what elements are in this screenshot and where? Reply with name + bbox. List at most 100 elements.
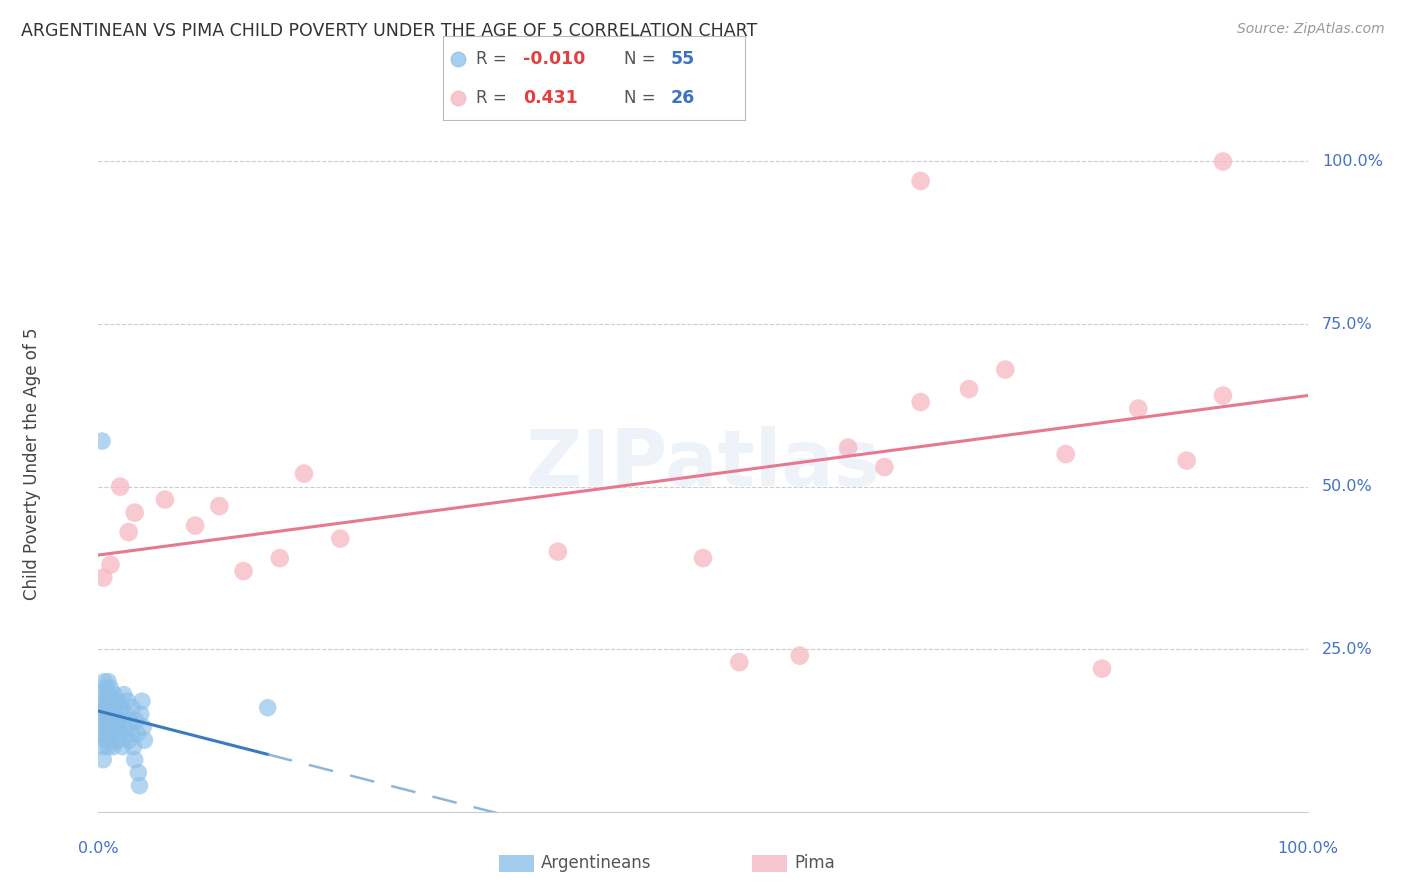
Point: [120, 727, 142, 741]
Text: Source: ZipAtlas.com: Source: ZipAtlas.com: [1237, 22, 1385, 37]
Text: 50.0%: 50.0%: [1322, 479, 1372, 494]
Point: [153, 492, 176, 507]
Point: [118, 733, 141, 747]
Point: [91, 739, 114, 754]
Point: [112, 688, 135, 702]
Point: [93, 707, 115, 722]
Point: [96, 727, 118, 741]
Point: [232, 564, 254, 578]
Text: 55: 55: [671, 50, 696, 68]
Text: 0.431: 0.431: [523, 88, 578, 106]
Text: R =: R =: [477, 88, 517, 106]
Point: [97, 674, 120, 689]
Text: Pima: Pima: [794, 855, 835, 872]
Point: [1054, 447, 1077, 461]
Point: [98, 694, 121, 708]
Text: 0.0%: 0.0%: [79, 841, 118, 856]
Point: [132, 720, 155, 734]
Point: [789, 648, 811, 663]
Point: [100, 714, 122, 728]
Text: -0.010: -0.010: [523, 50, 585, 68]
Point: [910, 174, 932, 188]
Point: [1175, 453, 1198, 467]
Point: [97, 739, 120, 754]
Text: N =: N =: [624, 88, 661, 106]
Point: [104, 707, 127, 722]
Point: [447, 52, 470, 66]
Point: [94, 681, 117, 695]
Point: [292, 467, 315, 481]
Point: [111, 739, 134, 754]
Point: [910, 395, 932, 409]
Point: [101, 700, 124, 714]
Point: [91, 753, 114, 767]
Point: [692, 551, 714, 566]
Point: [547, 544, 569, 558]
Point: [91, 688, 114, 702]
Point: [97, 688, 120, 702]
Point: [957, 382, 980, 396]
Point: [329, 532, 352, 546]
Point: [100, 727, 122, 741]
Point: [98, 707, 121, 722]
Point: [994, 362, 1017, 376]
Point: [269, 551, 291, 566]
Point: [208, 499, 231, 513]
Point: [131, 694, 153, 708]
Point: [184, 518, 207, 533]
Text: 25.0%: 25.0%: [1322, 641, 1372, 657]
Point: [124, 506, 146, 520]
Point: [91, 700, 114, 714]
Point: [108, 714, 131, 728]
Point: [134, 733, 156, 747]
Point: [101, 739, 124, 754]
Point: [1128, 401, 1150, 416]
Point: [107, 733, 129, 747]
Point: [1212, 154, 1234, 169]
Text: 100.0%: 100.0%: [1277, 841, 1339, 856]
Point: [91, 434, 114, 448]
Point: [256, 700, 278, 714]
Point: [91, 571, 114, 585]
Point: [103, 688, 125, 702]
Point: [129, 707, 152, 722]
Text: Child Poverty Under the Age of 5: Child Poverty Under the Age of 5: [22, 327, 41, 600]
Point: [93, 674, 115, 689]
Point: [728, 655, 751, 669]
Point: [108, 480, 131, 494]
Text: ARGENTINEAN VS PIMA CHILD POVERTY UNDER THE AGE OF 5 CORRELATION CHART: ARGENTINEAN VS PIMA CHILD POVERTY UNDER …: [21, 22, 758, 40]
Point: [114, 707, 136, 722]
Point: [447, 90, 470, 104]
Point: [94, 733, 117, 747]
Point: [105, 720, 128, 734]
Point: [118, 714, 141, 728]
Text: 75.0%: 75.0%: [1322, 317, 1372, 332]
Point: [127, 727, 149, 741]
Point: [115, 720, 138, 734]
Text: N =: N =: [624, 50, 661, 68]
Point: [94, 720, 117, 734]
Text: ZIPatlas: ZIPatlas: [526, 425, 880, 502]
Point: [121, 700, 143, 714]
Point: [124, 753, 146, 767]
Point: [107, 694, 129, 708]
Text: 26: 26: [671, 88, 696, 106]
Point: [1212, 388, 1234, 402]
Point: [127, 765, 149, 780]
Point: [873, 460, 896, 475]
Text: R =: R =: [477, 50, 512, 68]
Point: [90, 714, 112, 728]
Point: [837, 441, 859, 455]
Point: [125, 714, 148, 728]
Point: [91, 727, 114, 741]
Point: [100, 558, 122, 572]
Point: [100, 720, 122, 734]
Point: [128, 779, 150, 793]
Point: [100, 681, 122, 695]
Point: [96, 714, 118, 728]
Point: [117, 694, 139, 708]
Text: Argentineans: Argentineans: [541, 855, 652, 872]
Point: [96, 700, 118, 714]
Point: [110, 700, 132, 714]
Point: [1091, 662, 1114, 676]
